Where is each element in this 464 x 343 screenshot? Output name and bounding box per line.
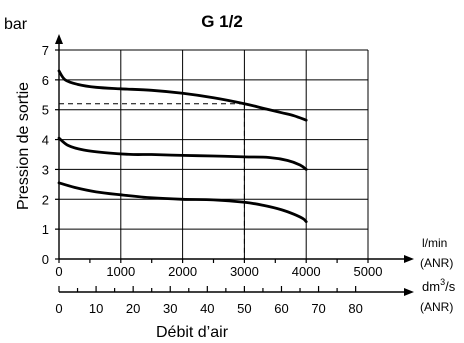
grid: [59, 49, 369, 259]
x-unit-secondary-main: dm: [422, 279, 440, 294]
x2-tick-label: 20: [126, 301, 140, 316]
chart-title: G 1/2: [201, 12, 243, 31]
x-axis-secondary: 0 10 20 30 40 50 60 70 80: [55, 286, 414, 316]
series-line-1: [57, 69, 308, 122]
x-unit-secondary-line2: (ANR): [420, 300, 453, 314]
series-group: [57, 69, 308, 224]
y-unit-label: bar: [4, 16, 28, 33]
x-unit-secondary-rest: /s: [445, 279, 456, 294]
y-tick-label: 7: [42, 43, 49, 58]
y-axis-arrow: [55, 34, 63, 44]
x2-tick-label: 10: [89, 301, 103, 316]
x-tick-label: 4000: [292, 264, 321, 279]
x-axis-label: Débit d’air: [156, 324, 229, 341]
y-tick-label: 0: [42, 252, 49, 267]
annotations: [59, 103, 245, 259]
x-unit-primary-line2: (ANR): [420, 256, 453, 270]
x-tick-label: 2000: [168, 264, 197, 279]
x-tick-label: 5000: [354, 264, 383, 279]
x-tick-label: 1000: [106, 264, 135, 279]
x-ticks-primary: 0 1000 2000 3000 4000 5000: [55, 259, 382, 279]
x-unit-primary-line1: l/min: [422, 236, 447, 250]
y-tick-label: 5: [42, 103, 49, 118]
series-line-3: [57, 181, 308, 224]
x-unit-secondary-sup: 3: [440, 277, 445, 287]
y-tick-label: 4: [42, 133, 49, 148]
x2-tick-label: 60: [274, 301, 288, 316]
x-tick-label: 3000: [230, 264, 259, 279]
y-tick-label: 6: [42, 73, 49, 88]
x2-tick-label: 80: [348, 301, 362, 316]
x2-tick-label: 40: [200, 301, 214, 316]
x2-tick-label: 70: [311, 301, 325, 316]
y-ticks: 0 1 2 3 4 5 6 7: [42, 43, 59, 267]
x-tick-label: 0: [55, 264, 62, 279]
x-unit-secondary: dm3/s: [422, 277, 456, 294]
y-tick-label: 3: [42, 162, 49, 177]
x2-axis-arrow: [404, 288, 414, 296]
y-tick-label: 2: [42, 192, 49, 207]
y-axis-label: Pression de sortie: [15, 82, 32, 210]
x2-tick-label: 0: [55, 301, 62, 316]
x-axis-arrow: [404, 255, 414, 263]
series-line-2: [57, 136, 308, 171]
x2-tick-label: 30: [163, 301, 177, 316]
axes: [55, 34, 414, 263]
y-tick-label: 1: [42, 222, 49, 237]
x2-tick-label: 50: [237, 301, 251, 316]
